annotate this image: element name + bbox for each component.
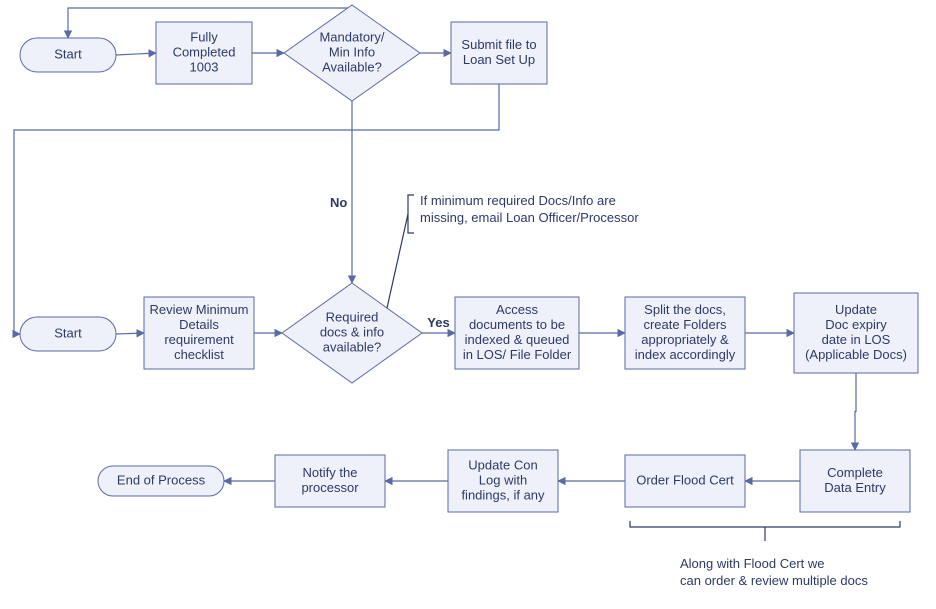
svg-text:Loan Set Up: Loan Set Up xyxy=(463,52,535,67)
svg-text:findings, if any: findings, if any xyxy=(461,487,545,502)
node-d_mandatory: Mandatory/Min InfoAvailable? xyxy=(284,5,420,101)
svg-text:Submit file to: Submit file to xyxy=(461,37,536,52)
svg-text:index accordingly: index accordingly xyxy=(635,347,736,362)
svg-text:create Folders: create Folders xyxy=(643,317,727,332)
notes-layer: If minimum required Docs/Info are missing… xyxy=(387,193,900,588)
svg-text:Update: Update xyxy=(835,302,877,317)
node-end: End of Process xyxy=(98,466,224,496)
edge-label-no: No xyxy=(330,195,347,210)
svg-text:Review Minimum: Review Minimum xyxy=(150,302,249,317)
e12 xyxy=(855,373,856,450)
svg-text:processor: processor xyxy=(301,480,359,495)
flowchart: No Yes Start FullyCompleted1003 Mandatory/M… xyxy=(0,0,936,609)
svg-text:1003: 1003 xyxy=(190,59,219,74)
e5 xyxy=(14,84,499,334)
svg-text:Order Flood Cert: Order Flood Cert xyxy=(636,472,734,487)
svg-text:Doc expiry: Doc expiry xyxy=(825,317,887,332)
svg-text:Completed: Completed xyxy=(173,44,236,59)
svg-text:date in LOS: date in LOS xyxy=(822,332,891,347)
note-flood-line: can order & review multiple docs xyxy=(680,573,868,588)
node-n_dataentry: CompleteData Entry xyxy=(800,450,910,512)
svg-text:Update Con: Update Con xyxy=(468,457,537,472)
svg-text:Fully: Fully xyxy=(190,29,218,44)
svg-text:Details: Details xyxy=(179,317,219,332)
note-missing-line: missing, email Loan Officer/Processor xyxy=(420,210,639,225)
svg-text:Start: Start xyxy=(54,325,82,340)
svg-text:(Applicable Docs): (Applicable Docs) xyxy=(805,347,907,362)
node-n_split: Split the docs,create Foldersappropriate… xyxy=(625,297,745,369)
svg-text:Min Info: Min Info xyxy=(329,44,375,59)
node-n_notify: Notify theprocessor xyxy=(275,455,385,507)
svg-text:available?: available? xyxy=(323,339,382,354)
note-flood-line: Along with Flood Cert we xyxy=(680,556,825,571)
edge-label-yes: Yes xyxy=(427,315,449,330)
svg-text:in LOS/ File Folder: in LOS/ File Folder xyxy=(463,347,572,362)
svg-text:Data Entry: Data Entry xyxy=(824,480,886,495)
node-n1003: FullyCompleted1003 xyxy=(156,22,252,84)
note-missing-line: If minimum required Docs/Info are xyxy=(420,193,616,208)
svg-text:Mandatory/: Mandatory/ xyxy=(319,29,384,44)
svg-text:End of Process: End of Process xyxy=(117,472,206,487)
note-bracket-flood xyxy=(630,521,900,527)
svg-text:indexed & queued: indexed & queued xyxy=(465,332,570,347)
svg-text:appropriately &: appropriately & xyxy=(641,332,729,347)
svg-text:Log with: Log with xyxy=(479,472,527,487)
node-start1: Start xyxy=(20,38,116,72)
svg-text:documents to be: documents to be xyxy=(469,317,565,332)
node-start2: Start xyxy=(20,317,116,351)
svg-text:Split the docs,: Split the docs, xyxy=(644,302,726,317)
svg-text:Available?: Available? xyxy=(322,59,382,74)
svg-text:Complete: Complete xyxy=(827,465,883,480)
svg-text:Access: Access xyxy=(496,302,538,317)
svg-text:requirement: requirement xyxy=(164,332,234,347)
note-leader-missing xyxy=(387,214,408,308)
svg-text:docs & info: docs & info xyxy=(320,324,384,339)
node-n_update: UpdateDoc expirydate in LOS(Applicable D… xyxy=(794,293,918,373)
nodes-layer: Start FullyCompleted1003 Mandatory/Min Inf… xyxy=(20,5,918,512)
svg-text:Required: Required xyxy=(326,309,379,324)
e7 xyxy=(116,333,144,334)
node-n_flood: Order Flood Cert xyxy=(625,455,745,507)
node-n_conlog: Update ConLog withfindings, if any xyxy=(448,450,558,512)
e1 xyxy=(116,53,156,55)
node-d_required: Requireddocs & infoavailable? xyxy=(282,283,422,383)
node-n_submit: Submit file toLoan Set Up xyxy=(451,22,547,84)
svg-text:Notify the: Notify the xyxy=(303,465,358,480)
node-n_access: Accessdocuments to beindexed & queuedin … xyxy=(455,297,579,369)
svg-text:Start: Start xyxy=(54,46,82,61)
edges-layer: No Yes xyxy=(14,5,856,481)
node-n_review: Review MinimumDetailsrequirementchecklis… xyxy=(144,297,254,369)
note-bracket-missing xyxy=(408,195,414,233)
svg-text:checklist: checklist xyxy=(174,347,224,362)
